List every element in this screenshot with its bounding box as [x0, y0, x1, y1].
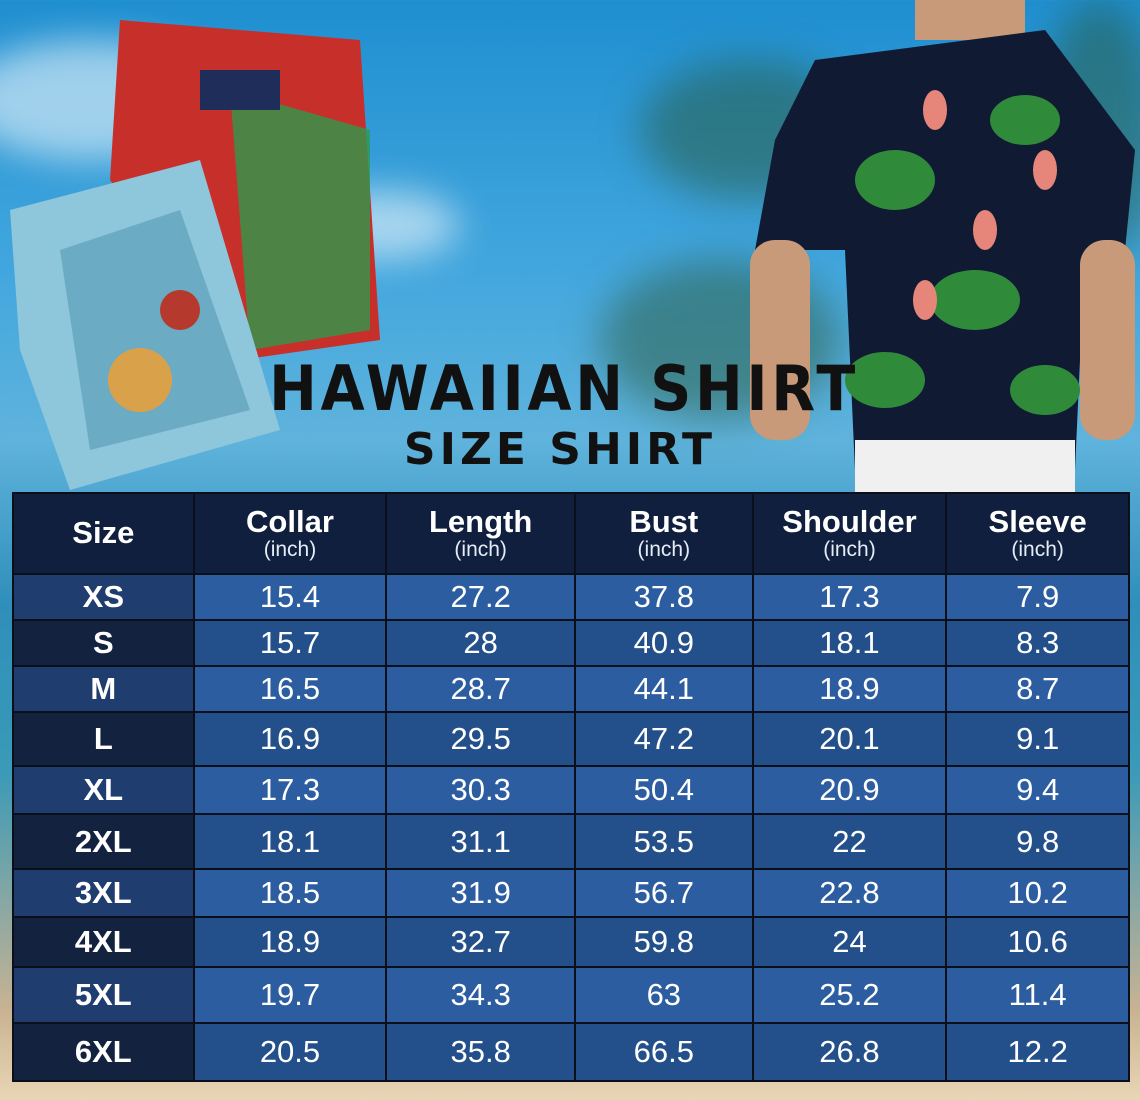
measurement-cell: 53.5	[576, 815, 752, 868]
measurement-cell: 24	[753, 918, 946, 966]
measurement-cell: 34.3	[387, 968, 574, 1022]
measurement-cell: 27.2	[387, 575, 574, 619]
measurement-cell: 15.4	[194, 575, 386, 619]
table-row: M 16.5 28.7 44.1 18.9 8.7	[14, 667, 1128, 711]
measurement-cell: 30.3	[387, 767, 574, 813]
size-cell: XS	[14, 575, 193, 619]
measurement-cell: 18.5	[194, 870, 386, 916]
column-header-label: Size	[72, 515, 135, 551]
size-cell: 2XL	[14, 815, 193, 868]
measurement-cell: 44.1	[576, 667, 752, 711]
measurement-cell: 32.7	[387, 918, 574, 966]
size-cell: 6XL	[14, 1024, 193, 1080]
column-header-unit: (inch)	[823, 537, 876, 561]
column-header-label: Sleeve	[988, 504, 1087, 540]
measurement-cell: 22.8	[753, 870, 946, 916]
measurement-cell: 15.7	[194, 621, 386, 665]
column-header-collar: Collar (inch)	[194, 494, 386, 573]
measurement-cell: 37.8	[576, 575, 752, 619]
measurement-cell: 40.9	[576, 621, 752, 665]
measurement-cell: 26.8	[753, 1024, 946, 1080]
measurement-cell: 12.2	[947, 1024, 1128, 1080]
measurement-cell: 35.8	[387, 1024, 574, 1080]
measurement-cell: 22	[753, 815, 946, 868]
column-header-label: Length	[429, 504, 533, 540]
size-cell: S	[14, 621, 193, 665]
measurement-cell: 28	[387, 621, 574, 665]
folded-shirts-image	[10, 20, 380, 490]
column-header-unit: (inch)	[263, 537, 317, 561]
measurement-cell: 56.7	[576, 870, 752, 916]
measurement-cell: 47.2	[576, 713, 752, 765]
measurement-cell: 18.9	[194, 918, 386, 966]
table-row: 3XL 18.5 31.9 56.7 22.8 10.2	[14, 870, 1128, 916]
table-row: 6XL 20.5 35.8 66.5 26.8 12.2	[14, 1024, 1128, 1080]
measurement-cell: 17.3	[753, 575, 946, 619]
column-header-length: Length (inch)	[387, 494, 574, 573]
column-header-label: Shoulder	[782, 504, 917, 540]
measurement-cell: 50.4	[576, 767, 752, 813]
table-row: S 15.7 28 40.9 18.1 8.3	[14, 621, 1128, 665]
table-row: 2XL 18.1 31.1 53.5 22 9.8	[14, 815, 1128, 868]
measurement-cell: 31.9	[387, 870, 574, 916]
column-header-unit: (inch)	[1011, 537, 1064, 561]
table-row: 4XL 18.9 32.7 59.8 24 10.6	[14, 918, 1128, 966]
page-subtitle: SIZE SHIRT	[403, 424, 717, 475]
size-cell: 5XL	[14, 968, 193, 1022]
table-row: XS 15.4 27.2 37.8 17.3 7.9	[14, 575, 1128, 619]
table-row: L 16.9 29.5 47.2 20.1 9.1	[14, 713, 1128, 765]
measurement-cell: 20.1	[753, 713, 946, 765]
measurement-cell: 17.3	[194, 767, 386, 813]
column-header-label: Bust	[629, 504, 699, 540]
column-header-unit: (inch)	[454, 537, 507, 561]
size-cell: L	[14, 713, 193, 765]
table-header-row: Size Collar (inch) Length (inch) Bust (inch) Sh…	[14, 494, 1128, 573]
table-row: 5XL 19.7 34.3 63 25.2 11.4	[14, 968, 1128, 1022]
measurement-cell: 31.1	[387, 815, 574, 868]
measurement-cell: 25.2	[753, 968, 946, 1022]
measurement-cell: 8.7	[947, 667, 1128, 711]
measurement-cell: 18.1	[194, 815, 386, 868]
column-header-label: Collar	[246, 504, 334, 540]
measurement-cell: 10.2	[947, 870, 1128, 916]
measurement-cell: 29.5	[387, 713, 574, 765]
column-header-shoulder: Shoulder (inch)	[753, 494, 946, 573]
measurement-cell: 7.9	[947, 575, 1128, 619]
column-header-sleeve: Sleeve (inch)	[947, 494, 1128, 573]
measurement-cell: 18.1	[753, 621, 946, 665]
measurement-cell: 16.9	[194, 713, 386, 765]
measurement-cell: 11.4	[947, 968, 1128, 1022]
measurement-cell: 18.9	[753, 667, 946, 711]
measurement-cell: 8.3	[947, 621, 1128, 665]
column-header-bust: Bust (inch)	[576, 494, 752, 573]
model-wearing-shirt-image	[750, 0, 1135, 492]
measurement-cell: 20.5	[194, 1024, 386, 1080]
size-cell: M	[14, 667, 193, 711]
size-cell: XL	[14, 767, 193, 813]
page-title: HAWAIIAN SHIRT	[269, 352, 859, 425]
measurement-cell: 9.8	[947, 815, 1128, 868]
table-row: XL 17.3 30.3 50.4 20.9 9.4	[14, 767, 1128, 813]
measurement-cell: 63	[576, 968, 752, 1022]
column-header-size: Size	[14, 494, 193, 573]
measurement-cell: 19.7	[194, 968, 386, 1022]
size-cell: 3XL	[14, 870, 193, 916]
size-cell: 4XL	[14, 918, 193, 966]
measurement-cell: 66.5	[576, 1024, 752, 1080]
size-chart-table: Size Collar (inch) Length (inch) Bust (inch) Sh…	[12, 492, 1130, 1082]
measurement-cell: 20.9	[753, 767, 946, 813]
measurement-cell: 28.7	[387, 667, 574, 711]
measurement-cell: 16.5	[194, 667, 386, 711]
column-header-unit: (inch)	[637, 537, 691, 561]
measurement-cell: 9.4	[947, 767, 1128, 813]
measurement-cell: 59.8	[576, 918, 752, 966]
measurement-cell: 9.1	[947, 713, 1128, 765]
measurement-cell: 10.6	[947, 918, 1128, 966]
